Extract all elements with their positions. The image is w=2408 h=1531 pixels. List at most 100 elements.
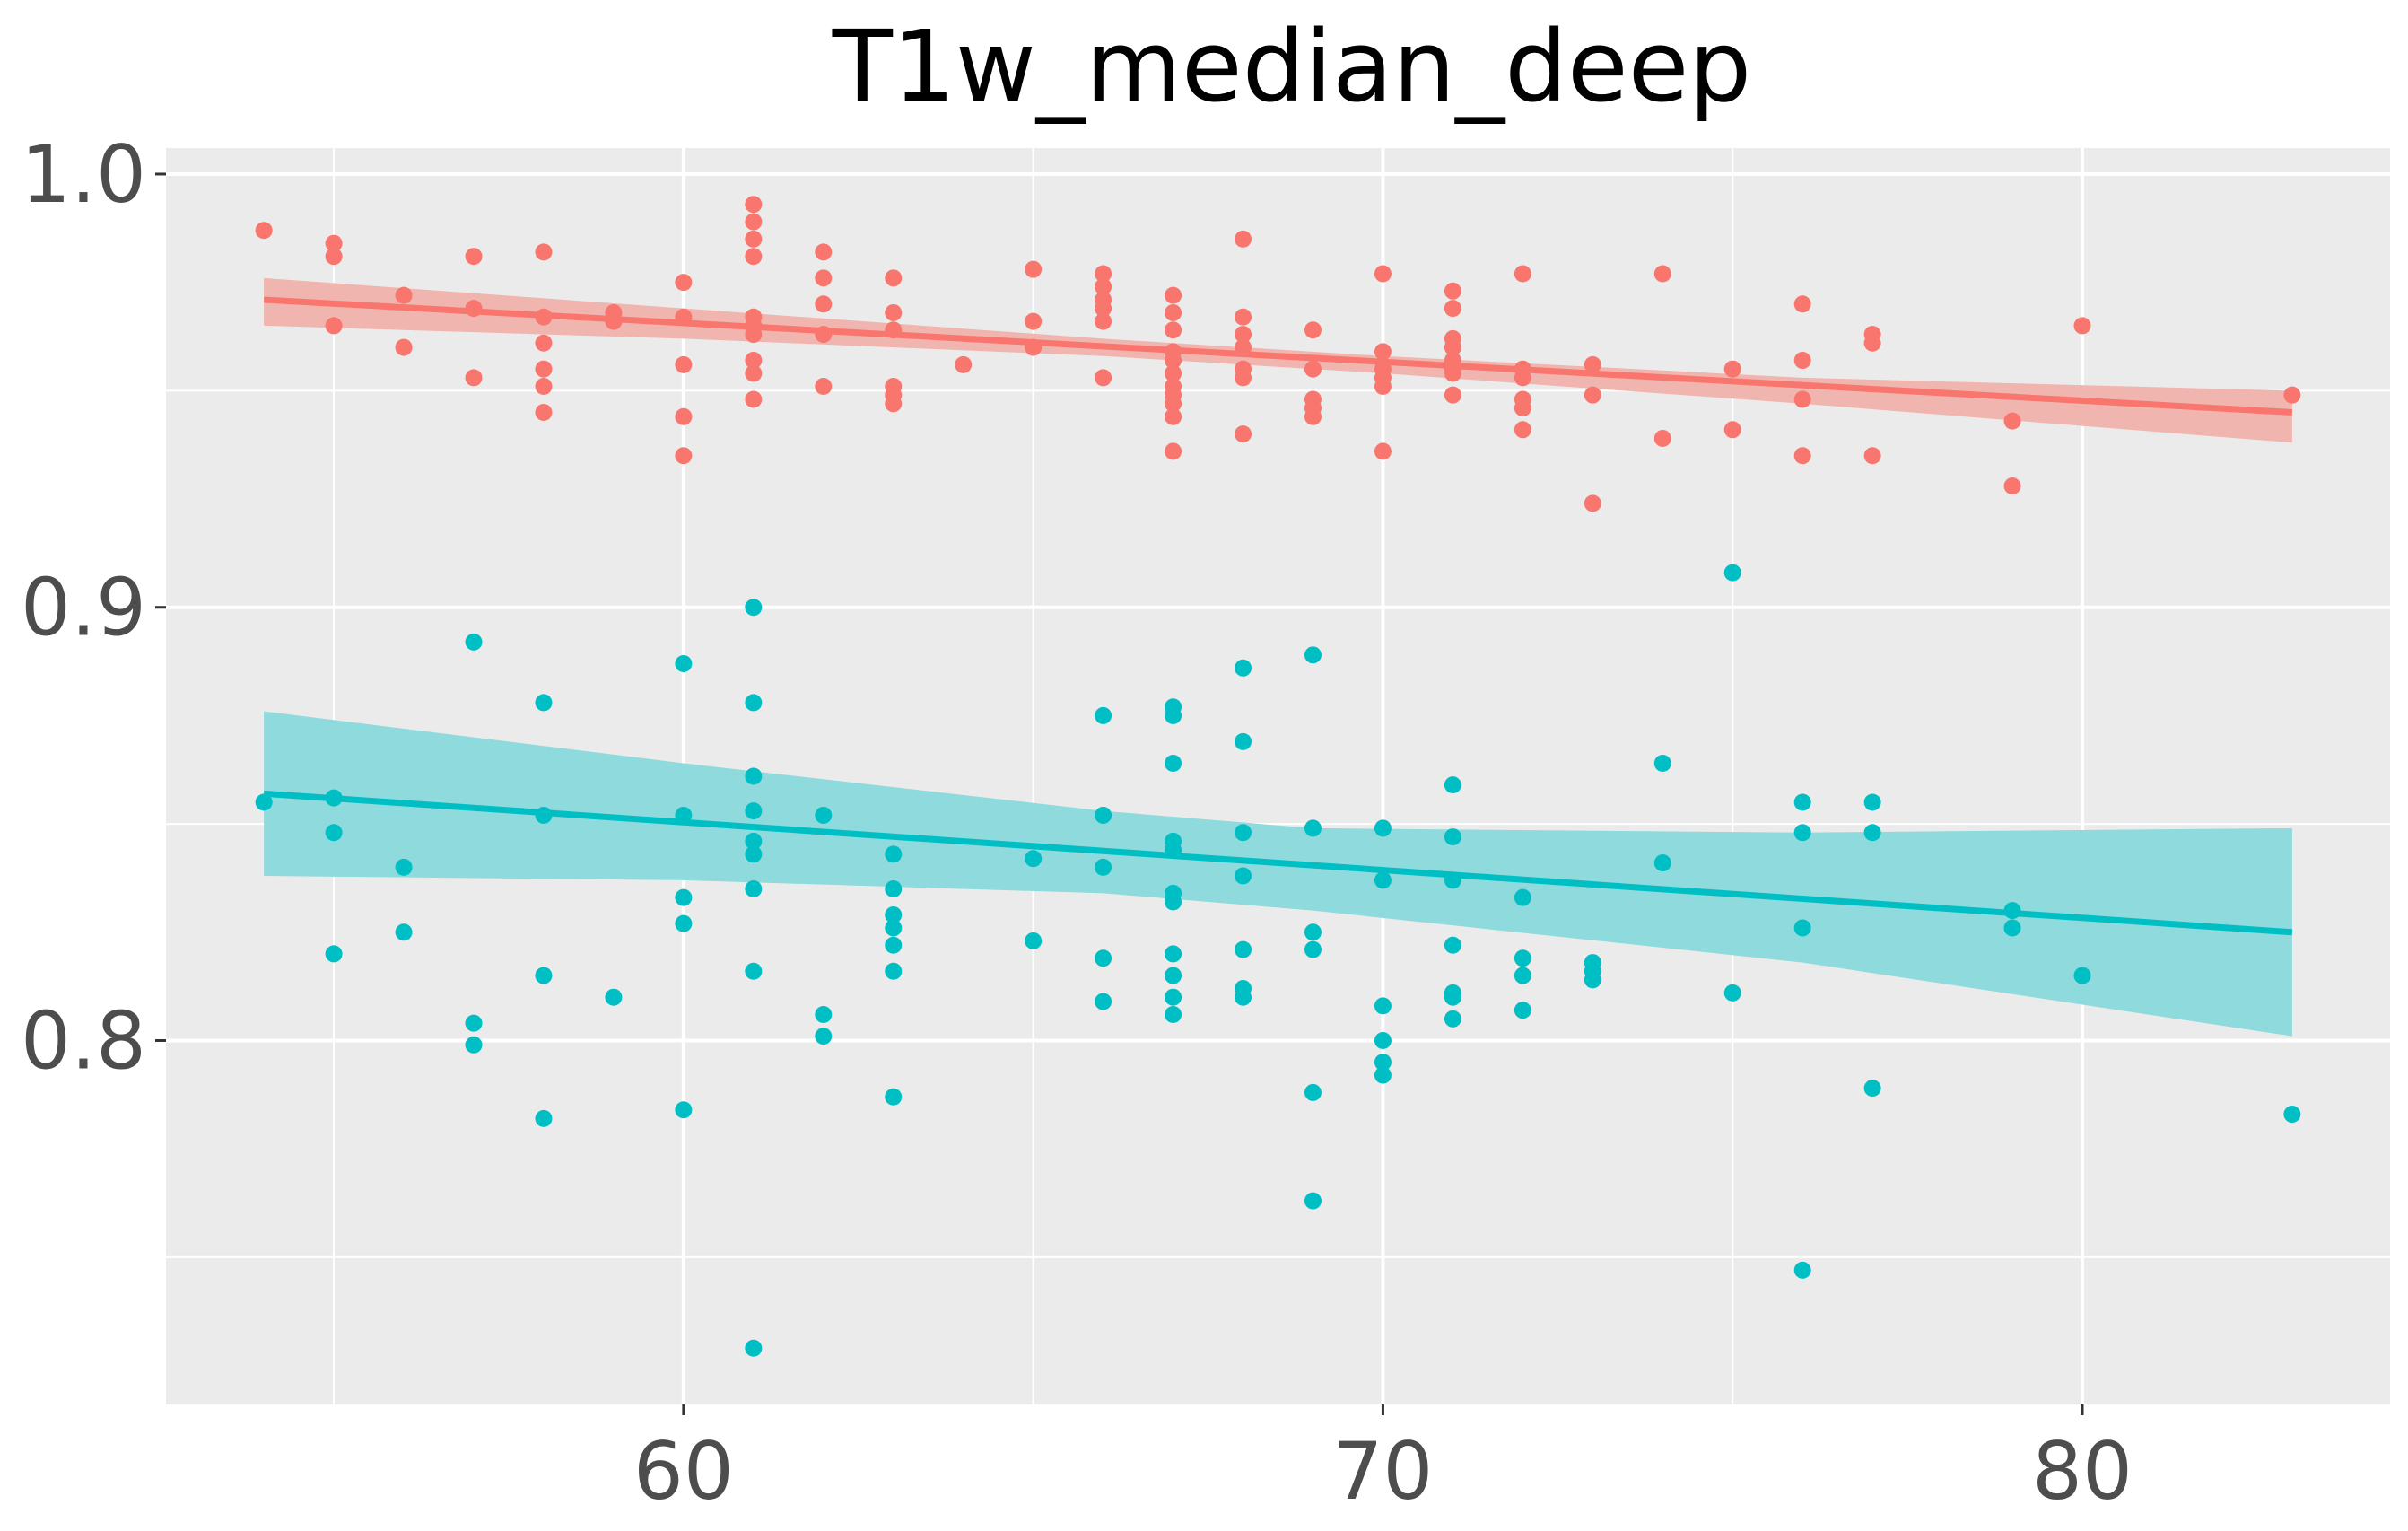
series-1-point [1444,338,1461,356]
series-1-point [1514,369,1531,387]
series-2-point [1165,841,1182,859]
series-2-point [1025,850,1043,868]
series-1-point [605,312,623,330]
series-2-point [745,767,763,785]
series-2-point [885,919,903,937]
series-1-point [745,213,763,231]
series-1-point [745,248,763,266]
series-1-point [1165,303,1182,321]
series-1-point [1165,352,1182,370]
y-tick-label: 0.9 [21,562,146,654]
series-2-point [1304,940,1322,958]
series-1-point [745,230,763,248]
series-1-point [395,286,413,304]
series-1-point [1304,360,1322,378]
series-2-confidence-band [264,711,2292,1037]
series-2-point [1165,893,1182,911]
series-1-point [745,390,763,408]
series-1-point [1165,364,1182,382]
x-tick-label: 60 [633,1425,734,1518]
series-1-point [2003,412,2021,430]
series-2-point [1863,1080,1881,1098]
series-2-point [2283,1106,2301,1124]
data-points [255,196,2301,1357]
series-2-point [465,633,483,651]
series-2-point [1235,659,1252,677]
series-2-point [1165,755,1182,773]
series-1-point [675,308,693,326]
series-2-point [1304,819,1322,837]
series-1-point [1793,390,1811,408]
series-2-point [465,1014,483,1032]
series-1-point [1374,442,1392,460]
series-1-point [1863,447,1881,465]
series-2-point [1444,936,1461,954]
series-1-point [2003,477,2021,495]
series-2-point [465,1036,483,1054]
series-1-point [745,196,763,214]
series-1-point [1444,282,1461,300]
series-2-fit-line [263,790,2293,936]
series-2-point [535,967,553,984]
x-axis: 60 70 80 [633,1404,2133,1518]
series-1-point [885,395,903,413]
series-2-point [1653,755,1671,773]
series-2-point [1444,828,1461,846]
series-1-point [885,321,903,339]
series-1-point [1444,364,1461,382]
series-1-point [1723,421,1741,439]
series-2-point [605,988,623,1006]
series-1-point [1514,421,1531,439]
series-1-point [1374,343,1392,361]
series-1-point [1793,447,1811,465]
series-1-point [1793,295,1811,313]
series-1-point [675,407,693,425]
series-2-point [1374,997,1392,1015]
series-1-point [745,364,763,382]
series-1-point [1304,407,1322,425]
series-1-point [815,243,833,261]
series-1-point [1584,355,1601,373]
series-2-point [1793,793,1811,811]
series-1-point [1444,386,1461,404]
series-2-point [1653,854,1671,872]
series-1-point [1584,494,1601,512]
series-2-point [535,694,553,712]
series-1-point [675,274,693,292]
series-2-point [325,945,343,963]
fit-lines [263,296,2293,936]
series-2-point [1793,919,1811,937]
series-1-point [535,403,553,421]
series-2-point [1095,706,1112,724]
series-1-point [535,360,553,378]
series-2-point [1165,1006,1182,1024]
series-2-point [815,1028,833,1045]
series-2-point [675,914,693,932]
series-2-point [1304,923,1322,941]
series-1-point [1653,265,1671,283]
series-1-point [395,338,413,356]
series-2-point [885,936,903,954]
series-2-point [1444,871,1461,889]
series-1-point [1165,321,1182,339]
series-1-point [1095,265,1112,283]
series-2-point [1235,824,1252,842]
series-2-point [1304,646,1322,664]
series-2-point [745,832,763,850]
series-2-point [1863,824,1881,842]
series-1-point [1653,429,1671,447]
series-1-point [1863,334,1881,352]
series-1-fit-line [263,296,2293,416]
axis-ticks: 0.8 0.9 1.0 60 70 80 [21,128,2133,1518]
series-2-point [675,1101,693,1119]
x-tick-label: 70 [1332,1425,1433,1518]
series-1-point [815,295,833,313]
series-2-point [1374,1066,1392,1084]
series-1-point [1095,369,1112,387]
series-2-point [1095,858,1112,876]
series-2-point [1374,1031,1392,1049]
series-1-point [1025,312,1043,330]
series-2-point [1304,1083,1322,1101]
series-1-point [1514,399,1531,417]
series-2-point [1863,793,1881,811]
